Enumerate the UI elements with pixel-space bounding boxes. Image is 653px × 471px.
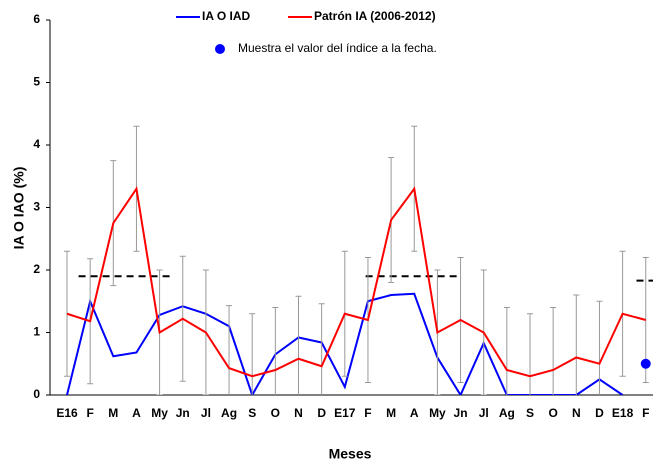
current-value-dot bbox=[640, 358, 651, 369]
x-tick-label: A bbox=[410, 406, 419, 420]
x-tick-label: O bbox=[548, 406, 557, 420]
plot-area bbox=[64, 125, 653, 395]
y-axis-label: IA O IAO (%) bbox=[11, 167, 27, 250]
x-tick-label: M bbox=[386, 406, 396, 420]
x-tick-label: E17 bbox=[334, 406, 356, 420]
x-tick-label: F bbox=[642, 406, 649, 420]
legend-marker bbox=[215, 44, 225, 54]
y-tick-label: 6 bbox=[33, 12, 40, 26]
x-tick-label: N bbox=[572, 406, 581, 420]
legend-label: Muestra el valor del índice a la fecha. bbox=[238, 41, 437, 55]
series-line bbox=[66, 186, 647, 378]
x-tick-label: D bbox=[595, 406, 604, 420]
x-tick-label: E18 bbox=[612, 406, 634, 420]
y-tick-label: 0 bbox=[33, 387, 40, 401]
x-axis-label: Meses bbox=[329, 446, 372, 462]
x-tick-label: N bbox=[294, 406, 303, 420]
x-tick-label: S bbox=[526, 406, 534, 420]
x-tick-label: A bbox=[132, 406, 141, 420]
x-tick-label: F bbox=[364, 406, 371, 420]
x-tick-label: Ag bbox=[499, 406, 515, 420]
x-tick-label: M bbox=[108, 406, 118, 420]
y-tick-label: 2 bbox=[33, 262, 40, 276]
x-tick-label: Jl bbox=[201, 406, 211, 420]
x-tick-label: Ag bbox=[221, 406, 237, 420]
y-tick-label: 4 bbox=[33, 137, 40, 151]
y-tick-label: 5 bbox=[33, 75, 40, 89]
x-tick-label: Jn bbox=[176, 406, 190, 420]
y-tick-label: 3 bbox=[33, 200, 40, 214]
x-tick-label: Jl bbox=[479, 406, 489, 420]
y-tick-label: 1 bbox=[33, 325, 40, 339]
x-tick-label: My bbox=[151, 406, 168, 420]
legend-label: IA O IAD bbox=[202, 9, 251, 23]
x-tick-label: Jn bbox=[454, 406, 468, 420]
legend-label: Patrón IA (2006-2012) bbox=[314, 9, 436, 23]
x-tick-label: My bbox=[429, 406, 446, 420]
x-tick-label: E16 bbox=[56, 406, 78, 420]
x-tick-label: O bbox=[271, 406, 280, 420]
x-tick-label: D bbox=[317, 406, 326, 420]
x-tick-label: F bbox=[86, 406, 93, 420]
x-tick-label: S bbox=[248, 406, 256, 420]
